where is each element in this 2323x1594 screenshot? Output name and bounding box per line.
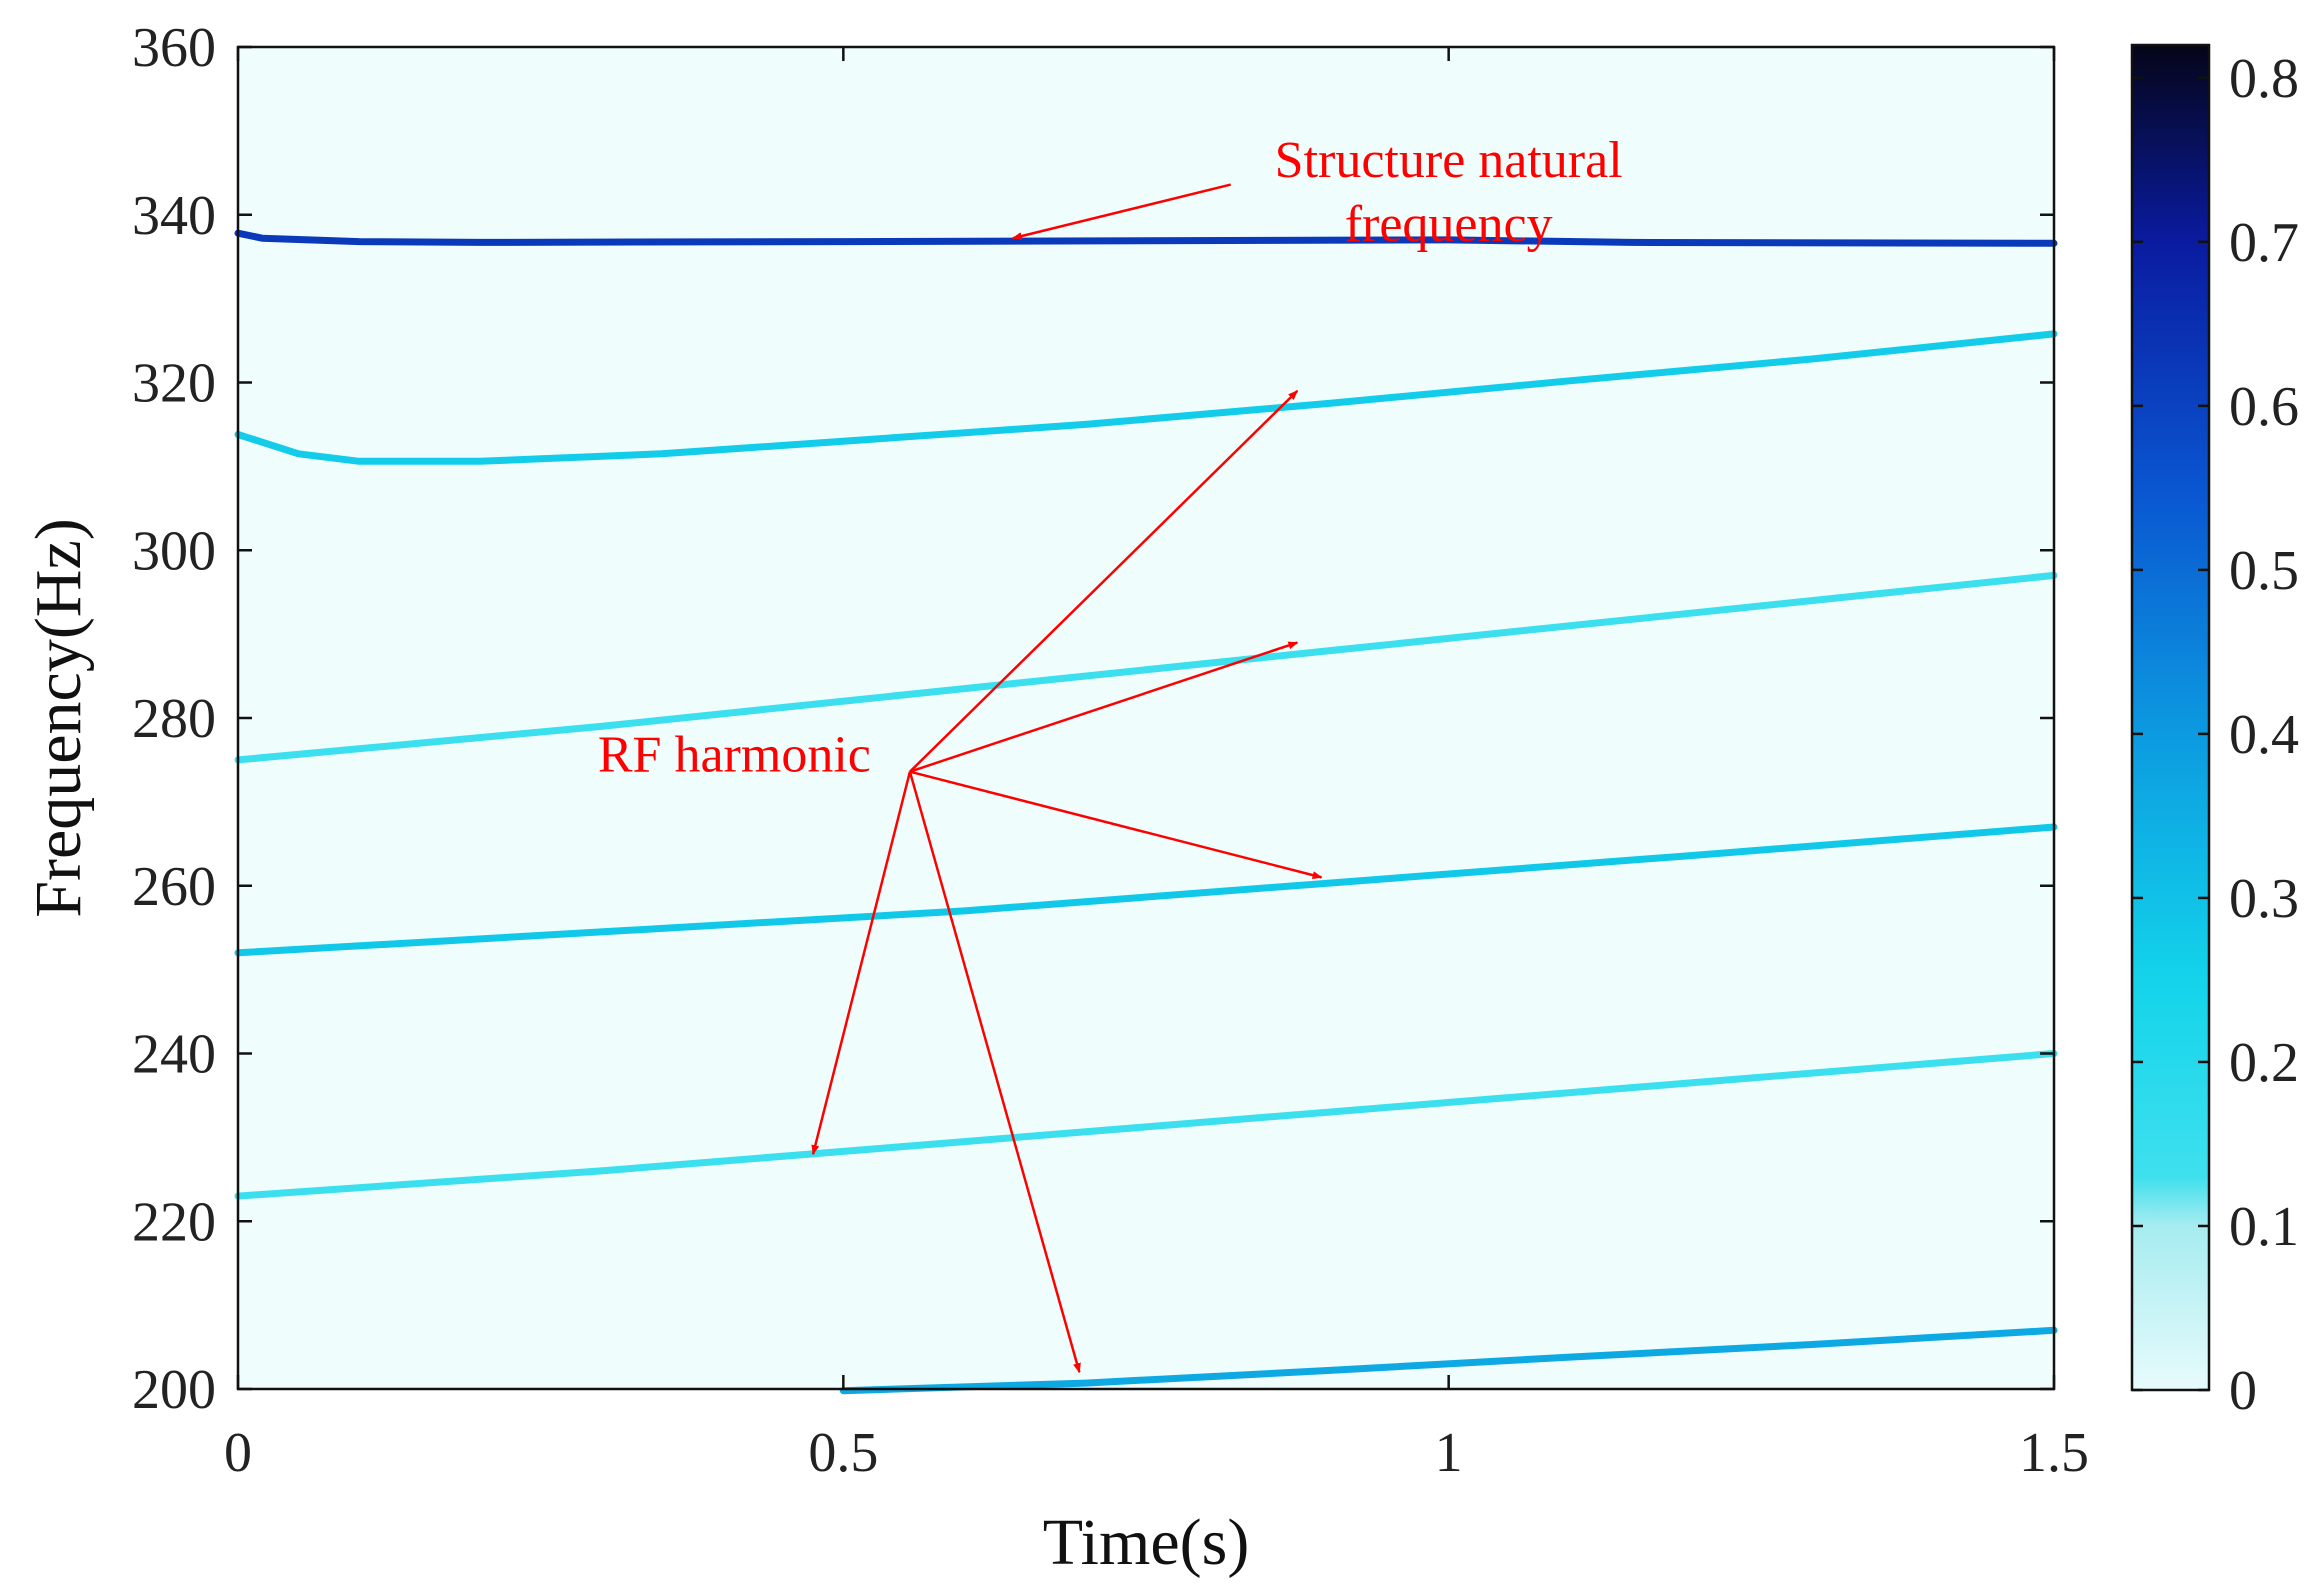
trace-5 bbox=[839, 1326, 2058, 1395]
annotation-arrow bbox=[811, 771, 912, 1156]
annotation-arrow bbox=[909, 641, 1299, 773]
y-tick-label: 300 bbox=[132, 520, 216, 582]
colorbar-tick-label: 0.7 bbox=[2229, 212, 2299, 274]
y-tick-label: 260 bbox=[132, 856, 216, 918]
colorbar-tick-label: 0.6 bbox=[2229, 376, 2299, 438]
y-tick-label: 220 bbox=[132, 1191, 216, 1253]
y-tick-label: 200 bbox=[132, 1359, 216, 1421]
x-axis-title: Time(s) bbox=[1043, 1506, 1250, 1579]
trace-4 bbox=[234, 1050, 2058, 1200]
annotation-label: RF harmonic bbox=[598, 727, 871, 784]
y-axis-title: Frequency(Hz) bbox=[22, 518, 95, 917]
y-tick-label: 340 bbox=[132, 185, 216, 247]
colorbar-tick-label: 0.8 bbox=[2229, 48, 2299, 110]
y-tick-label: 320 bbox=[132, 353, 216, 415]
trace-2 bbox=[234, 571, 2058, 764]
y-axis: 200 220 240 260 280 300 320 340 360 bbox=[132, 17, 2054, 1421]
y-tick-label: 280 bbox=[132, 688, 216, 750]
colorbar-tick-label: 0.3 bbox=[2229, 868, 2299, 930]
annotation-arrow bbox=[909, 770, 1323, 879]
colorbar-tick-label: 0.4 bbox=[2229, 704, 2299, 766]
x-tick-label: 0 bbox=[224, 1422, 252, 1484]
x-tick-label: 1.5 bbox=[2019, 1422, 2089, 1484]
colorbar-axis: 0 0.1 0.2 0.3 0.4 0.5 0.6 0.7 0.8 bbox=[2132, 48, 2299, 1422]
trace-3 bbox=[234, 823, 2058, 957]
colorbar-tick-label: 0 bbox=[2229, 1360, 2257, 1422]
y-tick-label: 360 bbox=[132, 17, 216, 79]
colorbar-tick-label: 0.5 bbox=[2229, 540, 2299, 602]
annotation-line: frequency bbox=[1345, 196, 1553, 253]
x-tick-label: 0.5 bbox=[808, 1422, 878, 1484]
plot-background bbox=[238, 47, 2054, 1389]
trace-0 bbox=[234, 229, 2058, 247]
harmonic-traces bbox=[234, 229, 2058, 1395]
x-axis: 0 0.5 1 1.5 bbox=[224, 47, 2089, 1484]
annotation-arrow bbox=[908, 771, 1081, 1374]
annotation-label: Structure natural frequency bbox=[1275, 132, 1623, 253]
colorbar bbox=[2130, 43, 2211, 1392]
colorbar-tick-label: 0.1 bbox=[2229, 1196, 2299, 1258]
annotations: Structure natural frequency RF harmonic bbox=[598, 132, 1623, 1374]
x-tick-label: 1 bbox=[1435, 1422, 1463, 1484]
annotation-line: RF harmonic bbox=[598, 727, 871, 784]
y-tick-label: 240 bbox=[132, 1024, 216, 1086]
trace-1 bbox=[234, 330, 2058, 465]
annotation-line: Structure natural bbox=[1275, 132, 1623, 189]
colorbar-tick-label: 0.2 bbox=[2229, 1032, 2299, 1094]
annotation-arrow bbox=[909, 389, 1299, 773]
annotation-arrow bbox=[1011, 183, 1232, 240]
